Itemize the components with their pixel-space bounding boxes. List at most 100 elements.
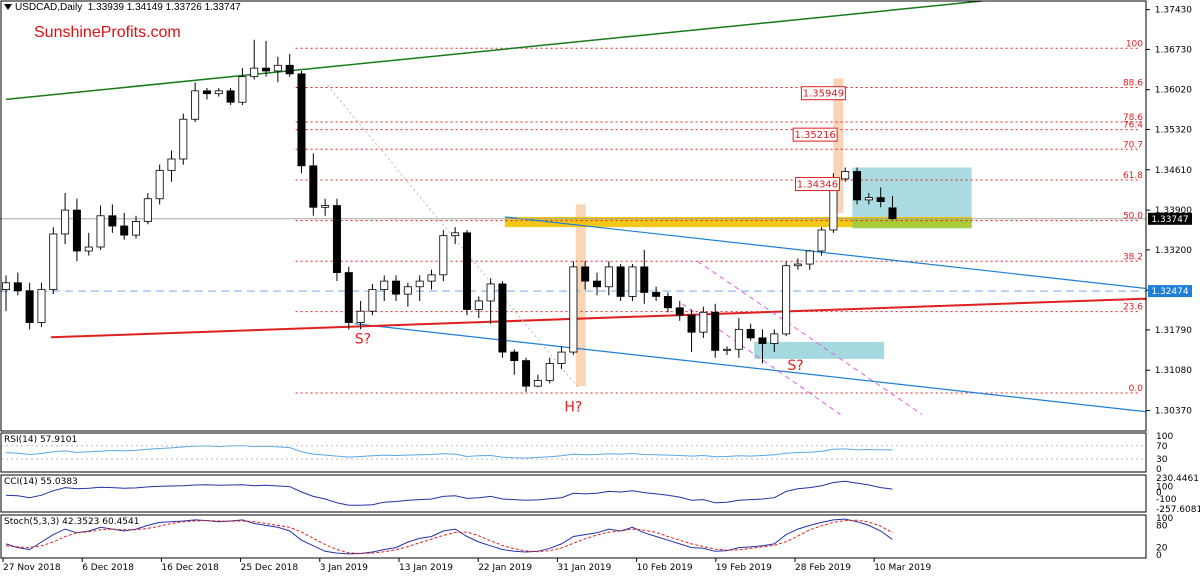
stoch-label: Stoch(5,3,3) 42.3523 60.4541 [4,517,139,527]
ohlc-text: 1.33939 1.34149 1.33726 1.33747 [87,2,241,13]
time-tick-label: 10 Mar 2019 [874,563,931,573]
time-tick-label: 10 Feb 2019 [637,563,693,573]
rsi-scale-label: 100 [1156,432,1173,442]
candle-bull-body [474,300,483,310]
time-tick-label: 28 Feb 2019 [795,563,851,573]
price-tick-label: 1.33900 [1155,206,1192,216]
candle-bull-body [403,286,412,295]
candle-bull-body [545,363,554,381]
candle-bear-body [202,90,211,95]
candle-bear-body [711,311,720,351]
channel-lower-line [354,323,1147,413]
candle-bull-body [250,67,259,78]
fib-label-1: 88.6 [1123,79,1143,89]
time-tick-label: 22 Jan 2019 [478,563,532,573]
candle-bear-body [675,307,684,316]
candle-bull-body [793,263,802,267]
header-arrow-icon [4,4,12,11]
candle-bull-body [604,266,613,288]
overlap-green-zone [852,219,972,229]
time-tick-label: 16 Dec 2018 [161,563,219,573]
labels-layer: 1.35949 1.35216 1.34346 S? H? S? [355,86,846,416]
candle-bull-body [143,198,152,222]
fib-label-3: 76.4 [1123,121,1143,131]
time-tick-label: 13 Jan 2019 [399,563,453,573]
candle-bear-body [746,328,755,339]
candle-bear-body [344,272,353,323]
candle-bull-body [368,289,377,312]
orange-zone-2 [833,78,844,213]
magenta-dashed-line-1 [697,260,923,415]
target-label-1: 1.35216 [794,130,835,141]
candle-bull-body [155,169,164,200]
cci-label: CCI(14) 55.0383 [4,477,78,487]
candle-bull-body [214,90,223,95]
cci-scale-label: 0 [1156,489,1162,499]
candle-bull-body [84,246,93,252]
symbol-text: USDCAD,Daily [15,2,83,13]
cci-line [5,480,893,506]
candle-bear-body [853,171,862,201]
stoch-scale-label: 20 [1156,544,1168,554]
time-tick-label: 27 Nov 2018 [3,563,61,573]
rsi-scale-label: 30 [1156,455,1168,465]
time-tick-label: 6 Dec 2018 [82,563,134,573]
watermark: SunshineProfits.com [34,24,181,41]
candle-bear-body [876,197,885,202]
candle-bull-body [533,380,542,387]
price-tick-label: 1.37430 [1155,6,1192,16]
rsi-scale-label: 0 [1156,465,1162,475]
fib-label-4: 70.7 [1123,140,1143,150]
candle-bear-body [297,73,306,167]
candle-bull-body [723,348,732,351]
price-tick-label: 1.36730 [1155,45,1192,55]
candle-bull-body [486,283,495,302]
gray-dotted-line [327,84,580,390]
cci-scale-label: -257.6081 [1156,505,1200,515]
price-tick-label: 1.30370 [1155,407,1192,417]
candle-bear-body [663,296,672,309]
fibonacci-layer: 100 88.6 78.676.4 70.7 61.8 50.0 38.2 23.6 0.0 [295,39,1143,394]
target-box-0 [800,86,846,101]
stoch-scale-label: 100 [1156,514,1173,524]
indicators-layer: RSI(14) 57.9101 CCI(14) 55.0383 Stoch(5,3,… [1,435,1146,555]
candle-bear-body [593,280,602,288]
pattern-label-1: H? [564,400,582,416]
candle-bear-body [285,64,294,75]
candle-bear-body [510,351,519,361]
candle-bull-body [2,282,10,291]
target-box-1 [792,127,838,142]
price-tick-label: 1.35320 [1155,125,1192,135]
candle-bear-body [309,165,318,208]
target-box-2 [794,177,840,192]
candle-bull-body [61,209,70,235]
candle-bull-body [864,197,873,201]
time-tick-label: 31 Jan 2019 [557,563,611,573]
candle-bull-body [37,289,46,323]
candle-bull-body [132,221,141,236]
cci-scale-label: -100 [1156,495,1177,505]
candle-bull-body [415,280,424,288]
candle-bull-body [805,250,814,265]
fib-label-2: 78.6 [1123,113,1143,123]
rsi-line [5,445,893,459]
neckline-red-line [50,297,1147,339]
candle-bull-body [628,266,637,297]
time-tick-label: 25 Dec 2018 [241,563,299,573]
candle-bull-body [191,90,200,120]
candle-bull-body [841,171,850,180]
stoch-pane-frame [0,514,1147,559]
target-label-2: 1.34346 [797,180,838,191]
candle-bear-body [581,266,590,282]
fib-label-8: 23.6 [1123,303,1143,313]
price-tick-label: 1.34610 [1155,166,1192,176]
support-blue-zone [754,341,885,359]
price-tick-label: 1.31790 [1155,326,1192,336]
chart-header: USDCAD,Daily 1.33939 1.34149 1.33726 1.3… [4,2,241,13]
cci-scale-label: 230.4461 [1156,474,1199,484]
candle-bear-body [120,225,129,236]
candle-bull-body [817,229,826,252]
fib-label-7: 38.2 [1123,252,1143,262]
